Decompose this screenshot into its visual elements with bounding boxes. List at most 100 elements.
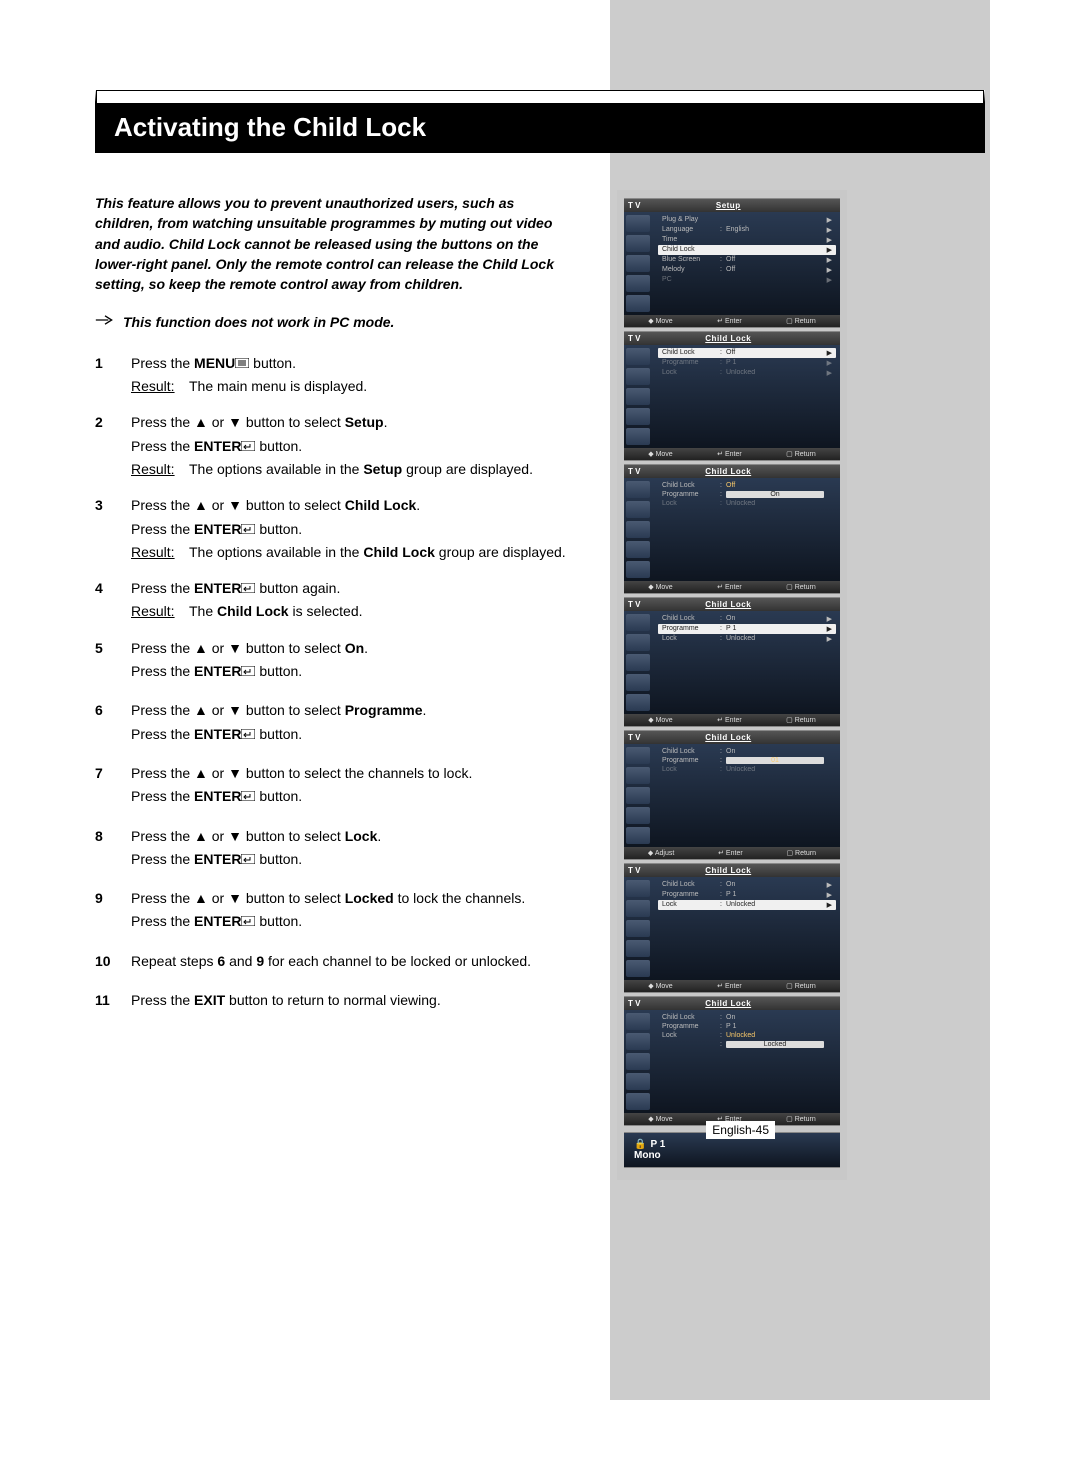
osd-sidebar-icon <box>626 501 650 518</box>
osd-sidebar-icon <box>626 634 650 651</box>
result-text: The Child Lock is selected. <box>189 601 575 621</box>
osd-row-label: Programme <box>662 359 720 367</box>
step-line: Press the ▲ or ▼ button to select Locked… <box>131 888 575 908</box>
osd-row-arrow-icon <box>824 500 832 507</box>
osd-row-arrow-icon: ▶ <box>824 891 832 899</box>
step-body: Repeat steps 6 and 9 for each channel to… <box>131 951 575 974</box>
step-item: 10Repeat steps 6 and 9 for each channel … <box>95 951 575 974</box>
osd-row-arrow-icon: ▶ <box>824 246 832 254</box>
osd-footer-move: ◆ Move <box>648 1115 672 1123</box>
step-number: 11 <box>95 990 115 1013</box>
osd-row-value-box: Locked <box>726 1041 824 1048</box>
osd-row-label: Child Lock <box>662 1014 720 1021</box>
osd-row-label <box>662 1041 720 1048</box>
osd-row-label: Time <box>662 236 720 244</box>
osd-menu-title: Child Lock <box>640 999 816 1008</box>
osd-sidebar-icon <box>626 348 650 365</box>
step-item: 11 Press the EXIT button to return to nor… <box>95 990 575 1013</box>
osd-menu-title: Child Lock <box>640 467 816 476</box>
step-item: 7Press the ▲ or ▼ button to select the c… <box>95 763 575 810</box>
osd-row-label: Programme <box>662 1023 720 1030</box>
step-body: Press the MENU button.Result:The main me… <box>131 353 575 397</box>
osd-row-label: Child Lock <box>662 881 720 889</box>
osd-row-value-box: On <box>726 491 824 498</box>
step-line: Press the ▲ or ▼ button to select On. <box>131 638 575 658</box>
osd-sidebar-icon <box>626 1073 650 1090</box>
osd-sidebar-icon <box>626 920 650 937</box>
osd-titlebar: T VChild Lock <box>624 332 840 345</box>
step-list: 1 Press the MENU button.Result:The main m… <box>95 353 575 1014</box>
osd-tv-label: T V <box>628 733 640 742</box>
step-result: Result:The Child Lock is selected. <box>131 601 575 621</box>
osd-menu-row: Programme:P 1▶ <box>658 624 836 634</box>
osd-row-label: Child Lock <box>662 615 720 623</box>
osd-body: Plug & Play▶Language:English▶Time▶Child … <box>624 212 840 315</box>
osd-row-value <box>726 276 824 284</box>
osd-titlebar: T VChild Lock <box>624 731 840 744</box>
osd-sidebar <box>624 611 654 714</box>
step-result: Result:The options available in the Setu… <box>131 459 575 479</box>
note-text: This function does not work in PC mode. <box>123 312 394 332</box>
osd-footer: ◆ Move ↵ Enter ▢ Return <box>624 315 840 327</box>
osd-sidebar-icon <box>626 767 650 784</box>
osd-row-arrow-icon <box>824 766 832 773</box>
osd-sidebar-icon <box>626 614 650 631</box>
locked-channel-line1: 🔒 P 1 <box>634 1139 830 1150</box>
osd-menu-row: :Locked <box>658 1040 836 1049</box>
step-number: 1 <box>95 353 115 397</box>
osd-row-label: Programme <box>662 891 720 899</box>
osd-footer-enter: ↵ Enter <box>717 317 742 325</box>
osd-menu-row: Child Lock▶ <box>658 245 836 255</box>
step-number: 2 <box>95 412 115 479</box>
step-body: Press the EXIT button to return to norma… <box>131 990 575 1013</box>
osd-menu-row: Lock:Unlocked▶ <box>658 634 836 644</box>
osd-row-arrow-icon <box>824 748 832 755</box>
osd-menu-row: Lock:Unlocked <box>658 499 836 508</box>
osd-row-value: Unlocked <box>726 500 824 507</box>
osd-row-arrow-icon: ▶ <box>824 276 832 284</box>
osd-sidebar-icon <box>626 827 650 844</box>
osd-sidebar-icon <box>626 694 650 711</box>
locked-channel-line2: Mono <box>634 1150 830 1161</box>
osd-row-value <box>726 246 824 254</box>
osd-sidebar-icon <box>626 1033 650 1050</box>
step-line: Press the ▲ or ▼ button to select Child … <box>131 495 575 515</box>
osd-body: Child Lock:Off▶Programme:P 1▶Lock:Unlock… <box>624 345 840 448</box>
osd-menu-row: Lock:Unlocked <box>658 765 836 774</box>
step-line: Press the ENTER button. <box>131 849 575 869</box>
osd-menu-row: Programme:P 1▶ <box>658 358 836 368</box>
result-text: The main menu is displayed. <box>189 376 575 396</box>
osd-screenshot: T VChild LockChild Lock:Off▶Programme:P … <box>624 331 840 461</box>
page-number: English-45 <box>706 1121 775 1139</box>
osd-sidebar-icon <box>626 900 650 917</box>
osd-row-value: On <box>726 615 824 623</box>
osd-row-value: Unlocked <box>726 635 824 643</box>
osd-sidebar-icon <box>626 1093 650 1110</box>
osd-menu-row: Time▶ <box>658 235 836 245</box>
osd-footer-return: ▢ Return <box>786 982 816 990</box>
osd-sidebar-icon <box>626 654 650 671</box>
osd-menu-row: Lock:Unlocked▶ <box>658 900 836 910</box>
osd-row-label: Lock <box>662 369 720 377</box>
osd-sidebar <box>624 478 654 581</box>
osd-row-arrow-icon: ▶ <box>824 625 832 633</box>
step-result: Result:The options available in the Chil… <box>131 542 575 562</box>
osd-tv-label: T V <box>628 201 640 210</box>
osd-screenshot-column: T VSetupPlug & Play▶Language:English▶Tim… <box>617 190 847 1180</box>
osd-row-label: Blue Screen <box>662 256 720 264</box>
osd-row-arrow-icon: ▶ <box>824 615 832 623</box>
step-number: 9 <box>95 888 115 935</box>
result-text: The options available in the Setup group… <box>189 459 575 479</box>
osd-menu-row: Lock:Unlocked <box>658 1031 836 1040</box>
step-item: 3Press the ▲ or ▼ button to select Child… <box>95 495 575 562</box>
osd-body: Child Lock:OnProgramme:01Lock:Unlocked <box>624 744 840 847</box>
step-body: Press the ▲ or ▼ button to select On.Pre… <box>131 638 575 685</box>
osd-row-arrow-icon: ▶ <box>824 881 832 889</box>
osd-row-label: Programme <box>662 491 720 498</box>
osd-body: Child Lock:On▶Programme:P 1▶Lock:Unlocke… <box>624 611 840 714</box>
osd-footer-return: ▢ Return <box>786 317 816 325</box>
osd-footer-move: ◆ Move <box>648 450 672 458</box>
osd-row-value: Off <box>726 482 824 489</box>
step-body: Press the ENTER button again.Result:The … <box>131 578 575 622</box>
step-body: Press the ▲ or ▼ button to select Locked… <box>131 888 575 935</box>
